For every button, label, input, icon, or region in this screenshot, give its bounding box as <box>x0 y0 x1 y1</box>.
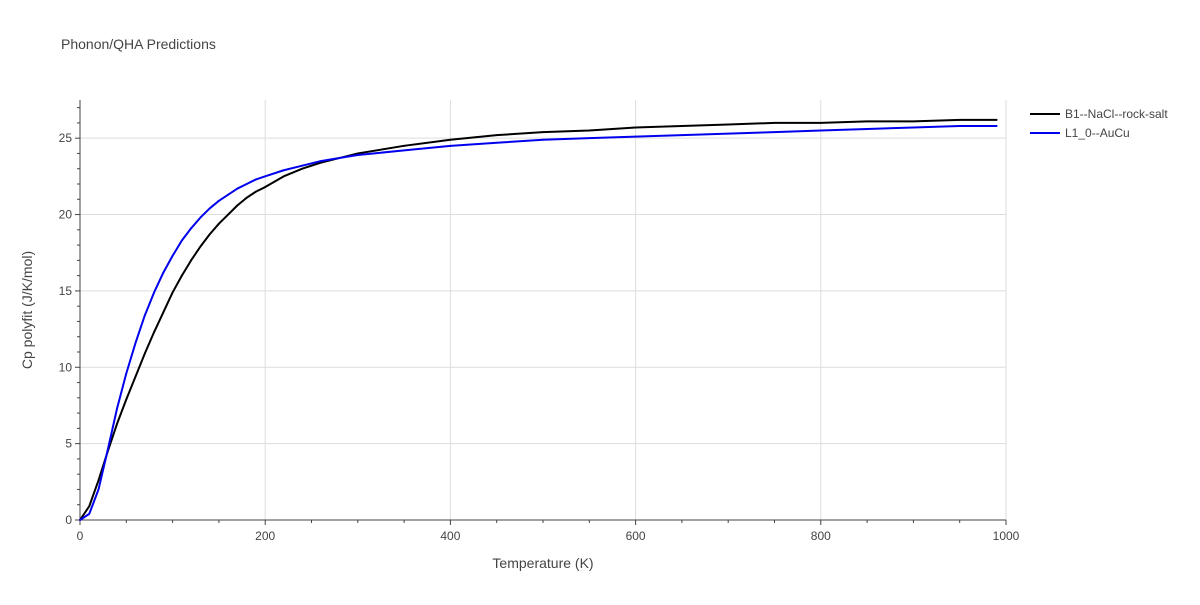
x-axis-title: Temperature (K) <box>492 555 593 571</box>
series-1-point <box>245 196 248 199</box>
series-1-point <box>819 122 822 124</box>
y-axis-title: Cp polyfit (J/K/mol) <box>19 251 35 369</box>
series-2-point <box>143 314 146 317</box>
series-2-point <box>227 193 230 196</box>
series-2-point <box>116 407 118 410</box>
series-1-point <box>125 398 128 401</box>
series-2-point <box>208 207 211 210</box>
series-2-point <box>106 448 109 451</box>
series-2-point <box>125 372 128 375</box>
series-2-point <box>912 126 915 129</box>
series-1-point <box>171 291 174 294</box>
series-2-point <box>319 160 322 162</box>
series-1-point <box>356 152 359 155</box>
series-2-point <box>356 154 359 156</box>
series-2-point <box>97 488 100 491</box>
series-1-point <box>958 118 961 121</box>
y-tick-label: 5 <box>65 437 72 451</box>
series-2-point <box>153 291 155 294</box>
series-2-point <box>199 216 202 219</box>
series-2-point <box>588 137 591 140</box>
y-tick-label: 0 <box>65 513 72 527</box>
x-tick-label: 0 <box>77 529 84 543</box>
series-1-point <box>134 375 137 378</box>
series-1-point <box>143 352 146 355</box>
series-2-point <box>171 254 174 257</box>
series-2-point <box>134 341 137 344</box>
x-tick-label: 200 <box>255 529 275 543</box>
series-2-point <box>236 187 239 190</box>
chart-title: Phonon/QHA Predictions <box>61 36 216 52</box>
series-2-point <box>727 132 730 135</box>
series-2-point <box>255 178 257 181</box>
series-2-point <box>449 144 452 147</box>
series-1-point <box>116 422 118 425</box>
series-1-point <box>866 120 868 123</box>
series-2-point <box>79 519 81 521</box>
series-1-point <box>208 233 211 236</box>
y-tick-label: 20 <box>59 208 73 222</box>
series-2-point <box>773 131 776 133</box>
series-1-point <box>180 274 183 277</box>
series-2-point <box>403 149 405 152</box>
series-2-point <box>162 271 165 274</box>
series-2-point <box>819 129 822 132</box>
series-1-point <box>301 167 304 170</box>
x-tick-label: 1000 <box>993 529 1020 543</box>
series-1-point <box>542 131 544 133</box>
series-1-point <box>97 479 100 482</box>
series-2-point <box>245 183 248 185</box>
series-2-point <box>282 169 285 172</box>
series-line-1 <box>79 118 997 521</box>
series-2-point <box>542 138 544 141</box>
y-tick-label: 25 <box>59 131 73 145</box>
series-1-point <box>912 120 915 123</box>
y-tick-label: 10 <box>59 360 73 374</box>
series-1-point <box>282 175 285 178</box>
series-2-point <box>88 512 91 515</box>
series-1-point <box>449 138 452 141</box>
series-1-point <box>162 311 165 314</box>
series-1-point <box>190 259 193 262</box>
series-1-point <box>773 122 776 124</box>
series-2-point <box>338 157 341 159</box>
x-tick-label: 400 <box>440 529 460 543</box>
series-2-point <box>218 199 220 202</box>
series-1-point <box>88 505 91 508</box>
series-1-point <box>153 331 155 334</box>
x-tick-label: 800 <box>811 529 831 543</box>
series-2-point <box>681 134 683 137</box>
y-tick-label: 15 <box>59 284 73 298</box>
series-2-point <box>495 141 498 144</box>
series-1-point <box>255 190 257 193</box>
series-1-point <box>727 123 730 126</box>
series-2-point <box>958 125 961 127</box>
legend-label-2: L1_0--AuCu <box>1065 126 1130 140</box>
series-1-point <box>995 118 998 121</box>
series-1-point <box>199 245 202 248</box>
series-2-point <box>264 175 267 178</box>
series-1-point <box>681 125 683 127</box>
series-1-point <box>236 204 239 207</box>
x-tick-label: 600 <box>626 529 646 543</box>
legend-label-1: B1--NaCl--rock-salt <box>1065 107 1168 121</box>
series-2-point <box>995 125 998 127</box>
series-1-point <box>403 144 405 147</box>
series-1-point <box>264 186 267 188</box>
series-1-point <box>634 126 637 129</box>
series-2-point <box>866 128 868 130</box>
series-1-point <box>218 222 220 225</box>
series-1-point <box>588 129 591 132</box>
series-1-point <box>495 134 498 137</box>
series-2-point <box>180 239 183 242</box>
series-2-point <box>190 227 193 230</box>
series-line-2 <box>79 124 997 521</box>
series-2-point <box>301 164 304 167</box>
series-1-point <box>227 213 230 216</box>
series-2-point <box>634 135 637 138</box>
